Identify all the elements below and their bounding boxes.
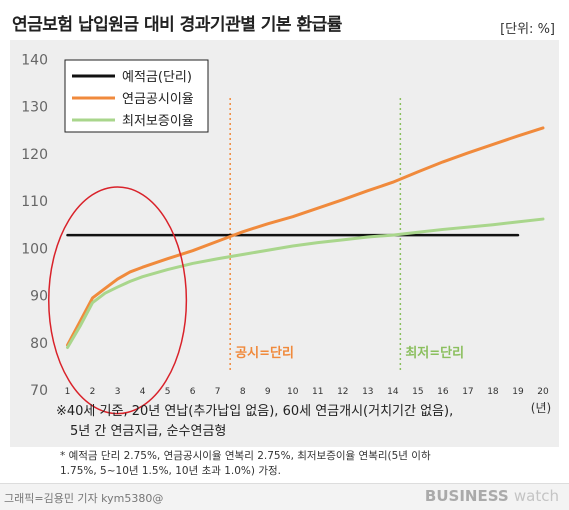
x-tick-label: 16 bbox=[437, 387, 449, 397]
chart-title: 연금보험 납입원금 대비 경과기관별 기본 환급률 bbox=[12, 15, 342, 35]
x-axis-unit-label: (년) bbox=[531, 401, 551, 415]
footnote-line-1: ※40세 기준, 20년 연납(추가납입 없음), 60세 연금개시(거치기간 … bbox=[56, 404, 454, 419]
y-tick-label: 70 bbox=[30, 383, 48, 399]
unit-label: [단위: %] bbox=[500, 22, 555, 37]
y-tick-label: 130 bbox=[21, 100, 48, 116]
x-tick-label: 2 bbox=[90, 387, 96, 397]
y-tick-label: 110 bbox=[21, 194, 48, 210]
legend-label: 예적금(단리) bbox=[122, 70, 192, 85]
x-tick-label: 7 bbox=[215, 387, 221, 397]
x-tick-label: 15 bbox=[412, 387, 423, 397]
annotation-label: 최저=단리 bbox=[405, 345, 464, 361]
credit-text: 그래픽=김용민 기자 kym5380@ bbox=[4, 492, 164, 505]
series-line bbox=[66, 217, 545, 349]
x-tick-label: 19 bbox=[512, 387, 524, 397]
x-tick-label: 12 bbox=[337, 387, 348, 397]
x-tick-label: 8 bbox=[240, 387, 246, 397]
y-tick-label: 100 bbox=[21, 241, 48, 257]
x-tick-label: 14 bbox=[387, 387, 399, 397]
x-tick-label: 17 bbox=[462, 387, 473, 397]
y-tick-label: 90 bbox=[30, 289, 48, 305]
annotation-label: 공시=단리 bbox=[235, 345, 294, 361]
x-tick-label: 9 bbox=[265, 387, 271, 397]
legend-label: 최저보증이율 bbox=[122, 114, 194, 129]
y-tick-label: 80 bbox=[30, 336, 48, 352]
y-tick-label: 120 bbox=[21, 147, 48, 163]
highlight-circle bbox=[47, 186, 188, 415]
footnote-main: ※40세 기준, 20년 연납(추가납입 없음), 60세 연금개시(거치기간 … bbox=[56, 402, 556, 442]
footnote-line-2: 5년 간 연금지급, 순수연금형 bbox=[70, 424, 227, 439]
x-tick-label: 6 bbox=[190, 387, 196, 397]
logo-sub: watch bbox=[513, 487, 559, 505]
x-tick-label: 1 bbox=[65, 387, 71, 397]
x-tick-label: 18 bbox=[487, 387, 499, 397]
x-tick-label: 13 bbox=[362, 387, 373, 397]
logo-main: BUSINESS bbox=[424, 487, 509, 505]
x-tick-label: 20 bbox=[537, 387, 549, 397]
assumption-line-2: 1.75%, 5~10년 1.5%, 10년 초과 1.0%) 가정. bbox=[60, 465, 282, 477]
x-tick-label: 3 bbox=[115, 387, 121, 397]
x-tick-label: 5 bbox=[165, 387, 171, 397]
x-tick-label: 11 bbox=[312, 387, 323, 397]
y-tick-label: 140 bbox=[21, 52, 48, 68]
legend-label: 연금공시이율 bbox=[122, 92, 194, 107]
series-line bbox=[66, 126, 545, 347]
assumption-line-1: * 예적금 단리 2.75%, 연금공시이율 연복리 2.75%, 최저보증이율… bbox=[60, 450, 431, 462]
x-tick-label: 10 bbox=[287, 387, 299, 397]
footnote-assumption: * 예적금 단리 2.75%, 연금공시이율 연복리 2.75%, 최저보증이율… bbox=[60, 449, 560, 479]
x-tick-label: 4 bbox=[140, 387, 146, 397]
footer-bar: 그래픽=김용민 기자 kym5380@ BUSINESS watch bbox=[0, 483, 569, 510]
brand-logo: BUSINESS watch bbox=[425, 487, 559, 505]
